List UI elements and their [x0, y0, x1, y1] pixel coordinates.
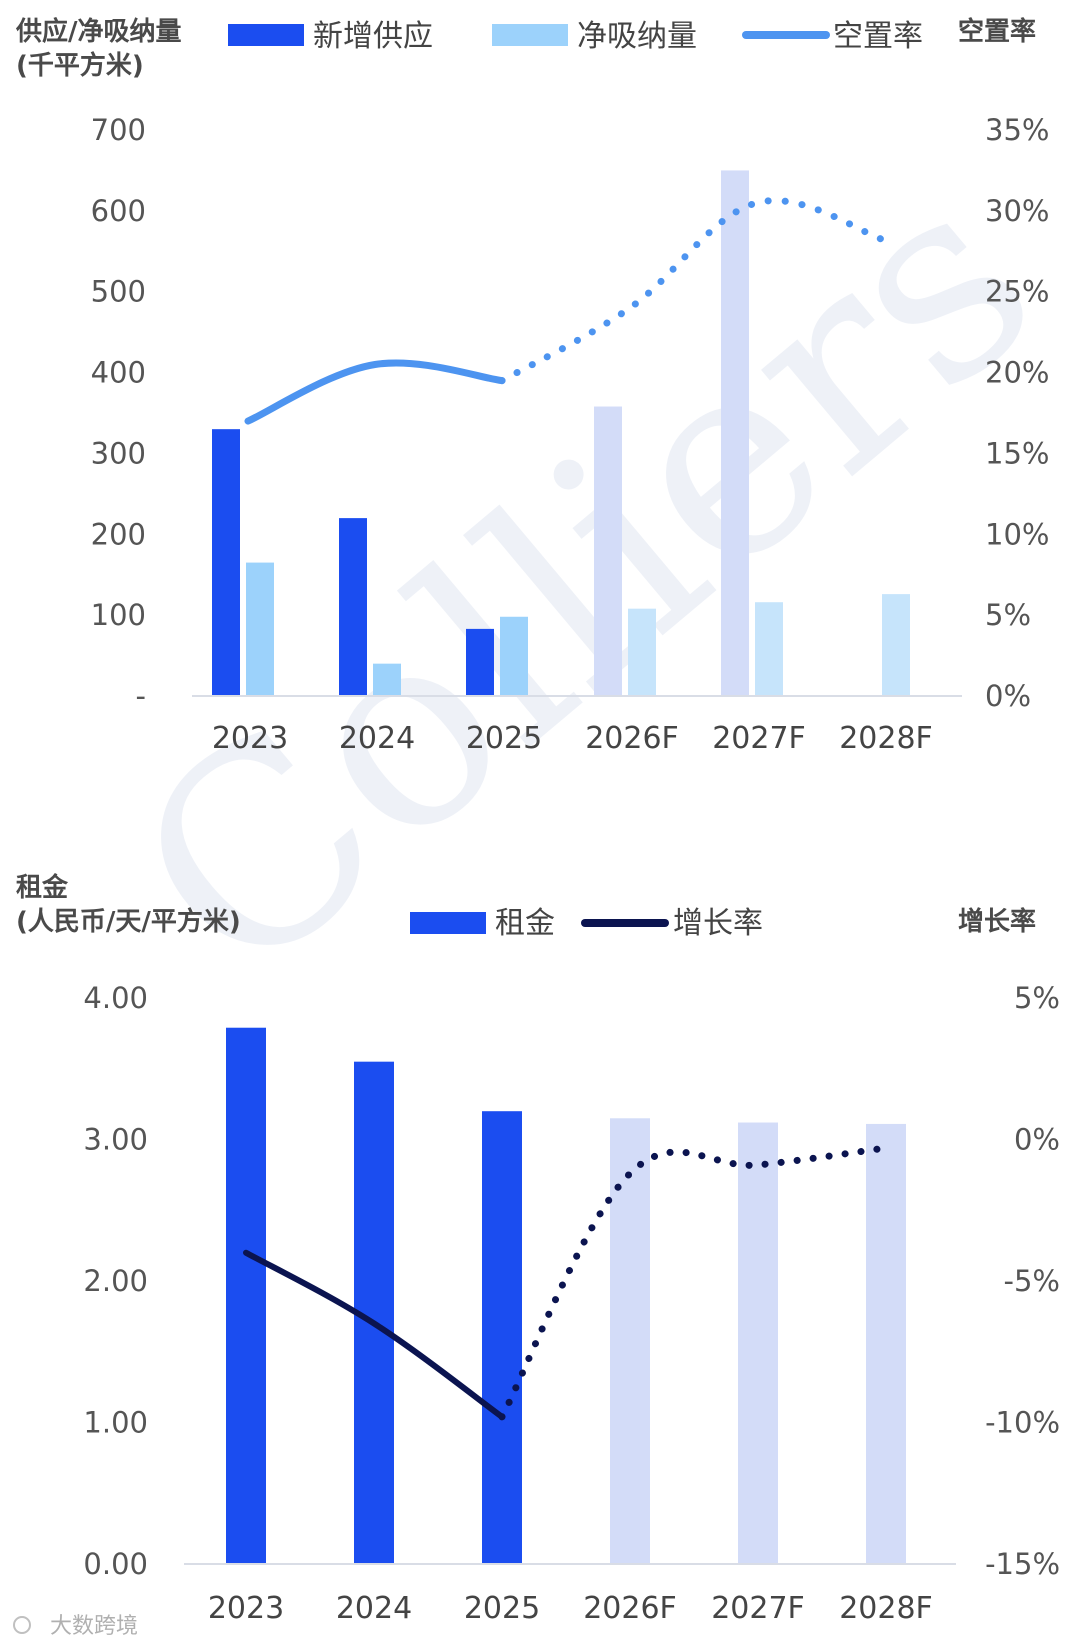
chart1-absorption-bar — [628, 608, 656, 696]
chart1-vacancy-line-actual — [244, 359, 506, 425]
source-mark: 大数跨境 — [13, 1614, 138, 1639]
chart1-right-tick: 20% — [985, 356, 1049, 390]
chart1-x-tick: 2025 — [466, 721, 542, 756]
chart1-right-axis-title: 空置率 — [958, 16, 1036, 47]
chart2-right-axis-title: 增长率 — [958, 906, 1036, 937]
chart2-right-tick: -10% — [985, 1406, 1060, 1440]
chart2-legend-growth-label: 增长率 — [673, 906, 763, 941]
chart2-right-tick: 5% — [1014, 981, 1060, 1015]
chart1-supply-bar — [594, 406, 622, 696]
chart2-left-axis-title-line2: (人民币/天/平方米) — [16, 906, 241, 937]
chart2-x-tick: 2025 — [464, 1591, 540, 1626]
chart1-right-tick: 30% — [985, 194, 1049, 228]
chart1-absorption-bar — [500, 616, 528, 696]
chart2-rent-bar — [226, 1027, 266, 1564]
chart1-right-tick: 5% — [985, 598, 1031, 632]
chart1-right-tick: 35% — [985, 113, 1049, 147]
chart2-growth-line-forecast — [498, 1144, 890, 1421]
chart2-x-tick: 2024 — [336, 1591, 412, 1626]
chart1-supply-bar — [466, 628, 494, 696]
chart1-absorption-bar — [373, 663, 401, 696]
chart1-left-tick: 700 — [91, 113, 146, 147]
chart1-left-tick: 400 — [91, 356, 146, 390]
chart1-left-tick: 600 — [91, 194, 146, 228]
chart1-supply-bar — [339, 518, 367, 696]
chart2-legend-rent-swatch — [410, 912, 486, 934]
chart2-left-tick: 3.00 — [83, 1123, 148, 1157]
chart1-right-tick: 15% — [985, 436, 1049, 470]
chart2-x-tick: 2026F — [583, 1591, 677, 1626]
chart2-right-tick: -5% — [1004, 1264, 1060, 1298]
chart-1: 供应/净吸纳量 (千平方米) 空置率 新增供应 净吸纳量 空置率 700 600 5… — [15, 16, 1049, 756]
source-mark-text: 大数跨境 — [50, 1614, 138, 1639]
chart1-x-tick: 2027F — [712, 721, 806, 756]
chart1-supply-bar — [212, 429, 240, 696]
chart1-right-tick: 0% — [985, 679, 1031, 713]
chart1-right-tick: 10% — [985, 517, 1049, 551]
chart2-rent-bar — [482, 1111, 522, 1564]
chart2-left-axis-title-line1: 租金 — [16, 872, 69, 903]
chart2-growth-line-actual — [243, 1249, 505, 1420]
chart1-absorption-bar — [246, 562, 274, 696]
chart1-legend-absorption-swatch — [492, 24, 568, 46]
chart1-legend-supply-label: 新增供应 — [313, 19, 433, 54]
chart1-x-tick: 2026F — [585, 721, 679, 756]
chart1-left-tick: 100 — [91, 598, 146, 632]
chart2-right-tick: 0% — [1014, 1123, 1060, 1157]
chart2-rent-bar — [738, 1122, 778, 1564]
chart1-right-tick: 25% — [985, 275, 1049, 309]
source-logo-icon — [13, 1616, 31, 1634]
chart1-x-tick: 2023 — [212, 721, 288, 756]
chart1-legend-absorption-label: 净吸纳量 — [577, 19, 697, 54]
chart2-right-tick: -15% — [985, 1547, 1060, 1581]
chart1-left-tick: 200 — [91, 517, 146, 551]
chart1-left-tick: - — [136, 679, 146, 713]
chart1-left-tick: 300 — [91, 436, 146, 470]
chart2-rent-bar — [866, 1123, 906, 1564]
chart1-absorption-bar — [882, 594, 910, 696]
chart1-absorption-bar — [755, 602, 783, 696]
chart1-legend-vacancy-label: 空置率 — [833, 19, 923, 54]
chart2-x-tick: 2023 — [208, 1591, 284, 1626]
chart2-left-tick: 0.00 — [83, 1547, 148, 1581]
chart2-x-tick: 2027F — [711, 1591, 805, 1626]
chart1-legend-supply-swatch — [228, 24, 304, 46]
chart2-rent-bar — [610, 1118, 650, 1564]
chart1-left-axis-title-line1: 供应/净吸纳量 — [15, 16, 182, 47]
chart1-x-tick: 2028F — [839, 721, 933, 756]
chart2-left-tick: 4.00 — [83, 981, 148, 1015]
chart-2: 租金 (人民币/天/平方米) 增长率 租金 增长率 4.00 3.00 2.00 1.… — [16, 872, 1060, 1626]
chart1-x-tick: 2024 — [339, 721, 415, 756]
chart2-left-tick: 2.00 — [83, 1264, 148, 1298]
chart1-supply-bar — [721, 170, 749, 696]
chart2-legend-rent-label: 租金 — [495, 906, 555, 941]
chart1-left-tick: 500 — [91, 275, 146, 309]
chart2-left-tick: 1.00 — [83, 1406, 148, 1440]
chart2-x-tick: 2028F — [839, 1591, 933, 1626]
chart1-left-axis-title-line2: (千平方米) — [16, 50, 144, 81]
